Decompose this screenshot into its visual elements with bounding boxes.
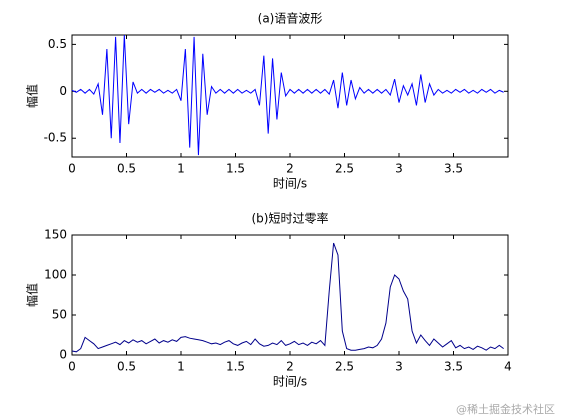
x-tick-label: 3.5	[444, 360, 463, 374]
x-tick-label: 2.5	[335, 360, 354, 374]
x-tick-label: 1	[177, 360, 185, 374]
y-tick-label: -0.5	[44, 131, 67, 145]
y-tick-label: 0	[59, 348, 67, 362]
x-tick-label: 3.5	[444, 162, 463, 176]
y-tick-label: 100	[44, 268, 67, 282]
y-axis-label: 幅值	[25, 84, 40, 108]
plot-area	[71, 234, 509, 356]
plot-area	[71, 34, 509, 158]
y-axis-label: 幅值	[25, 283, 40, 307]
watermark: @稀土掘金技术社区	[456, 402, 555, 416]
x-tick-label: 1	[177, 162, 185, 176]
x-tick-label: 0.5	[117, 360, 136, 374]
x-tick-label: 1.5	[226, 162, 245, 176]
x-tick-label: 0.5	[117, 162, 136, 176]
x-axis-label: 时间/s	[273, 177, 307, 191]
x-axis-label: 时间/s	[273, 375, 307, 389]
y-tick-label: 150	[44, 228, 67, 242]
x-tick-label: 0	[68, 162, 76, 176]
y-tick-label: 0	[59, 84, 67, 98]
x-tick-label: 2	[286, 360, 294, 374]
x-tick-label: 2	[286, 162, 294, 176]
data-line	[71, 34, 504, 156]
data-line	[71, 242, 504, 353]
x-tick-label: 2.5	[335, 162, 354, 176]
x-tick-label: 4	[504, 360, 512, 374]
y-tick-label: 50	[52, 308, 67, 322]
x-tick-label: 0	[68, 360, 76, 374]
chart-title: (a)语音波形	[258, 11, 323, 26]
y-tick-label: 0.5	[48, 37, 67, 51]
x-tick-label: 3	[395, 360, 403, 374]
chart-title: (b)短时过零率	[252, 211, 329, 226]
x-tick-label: 1.5	[226, 360, 245, 374]
x-tick-label: 3	[395, 162, 403, 176]
